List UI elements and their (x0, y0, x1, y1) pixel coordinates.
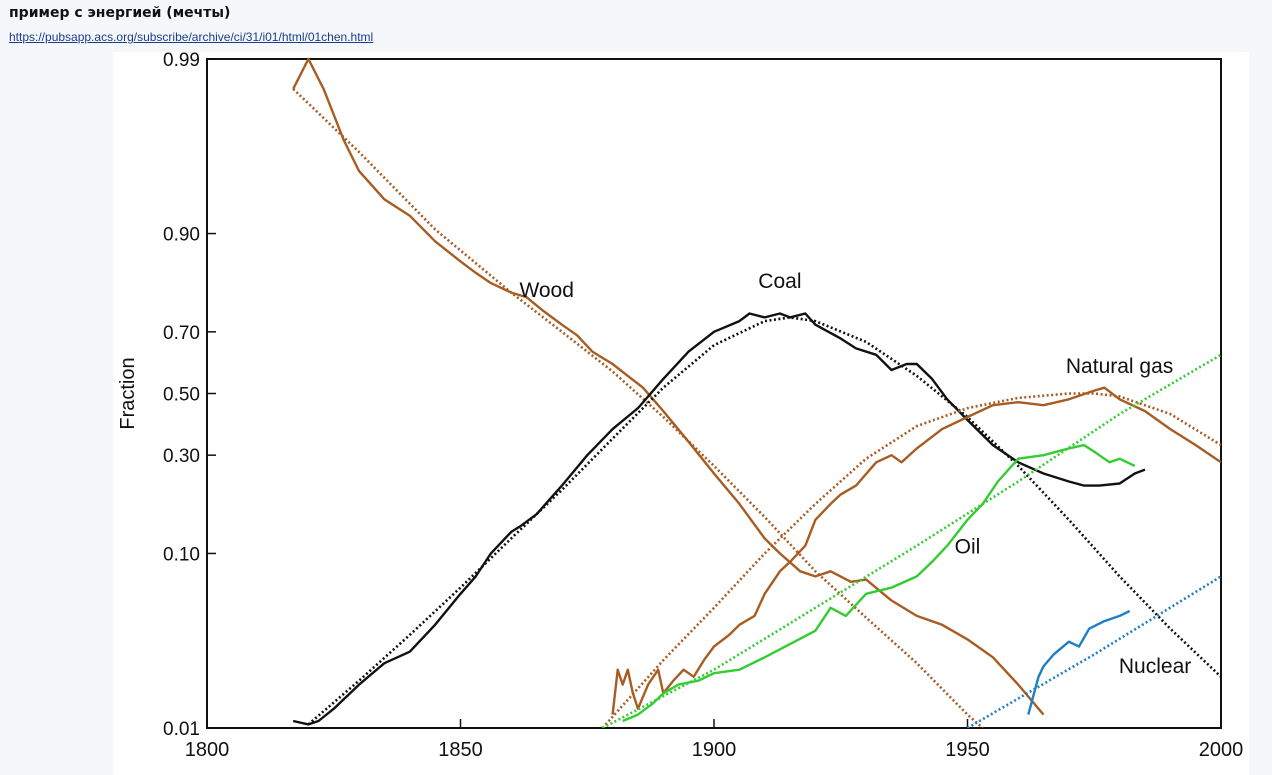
axes: 0.01 0.10 0.30 0.50 0.70 0.90 0.99 1800 1850 1900… (117, 52, 1243, 761)
x-tick-label: 1800 (185, 739, 230, 761)
y-tick-label: 0.90 (163, 225, 200, 246)
chart: 0.01 0.10 0.30 0.50 0.70 0.90 0.99 1800 1850 1900… (117, 52, 1243, 761)
series-group (292, 57, 1221, 728)
x-tick-label: 1900 (692, 739, 737, 761)
series-label-wood: Wood (519, 279, 573, 302)
chart-figure: 0.01 0.10 0.30 0.50 0.70 0.90 0.99 1800 1850 1900… (113, 52, 1249, 775)
plot-frame (206, 58, 1222, 729)
series-wood-trend-line (292, 87, 984, 728)
y-axis-label: Fraction (117, 357, 139, 429)
series-oil (601, 353, 1221, 728)
page-title: пример с энергией (мечты) (9, 5, 231, 21)
series-coal-actual-line (292, 312, 1146, 726)
x-tick-label: 1850 (438, 739, 483, 761)
y-tick-label: 0.10 (163, 544, 200, 565)
series-label-coal: Coal (758, 270, 801, 293)
series-natural-gas-actual-line (611, 386, 1221, 715)
y-tick-label: 0.99 (163, 52, 200, 71)
series-coal (292, 312, 1221, 726)
x-tick-label: 2000 (1199, 739, 1244, 761)
series-wood (292, 57, 1045, 728)
series-label-natural-gas: Natural gas (1066, 355, 1173, 378)
series-nuclear (966, 575, 1221, 728)
series-labels: Wood Coal Natural gas Oil Nuclear (519, 270, 1191, 678)
series-nuclear-trend-line (966, 575, 1221, 728)
y-tick-label: 0.50 (163, 385, 200, 406)
series-coal-trend-line (307, 316, 1221, 726)
series-nuclear-actual-line (1027, 609, 1131, 715)
y-tick-label: 0.30 (163, 446, 200, 467)
series-label-oil: Oil (955, 535, 981, 558)
y-tick-label: 0.70 (163, 323, 200, 344)
y-tick-label: 0.01 (163, 719, 200, 740)
series-natural-gas (601, 386, 1221, 728)
series-label-nuclear: Nuclear (1119, 655, 1191, 678)
series-oil-actual-line (622, 443, 1136, 723)
series-wood-actual-line (292, 57, 1045, 716)
x-tick-label: 1950 (945, 739, 990, 761)
source-link[interactable]: https://pubsapp.acs.org/subscribe/archiv… (9, 30, 374, 44)
